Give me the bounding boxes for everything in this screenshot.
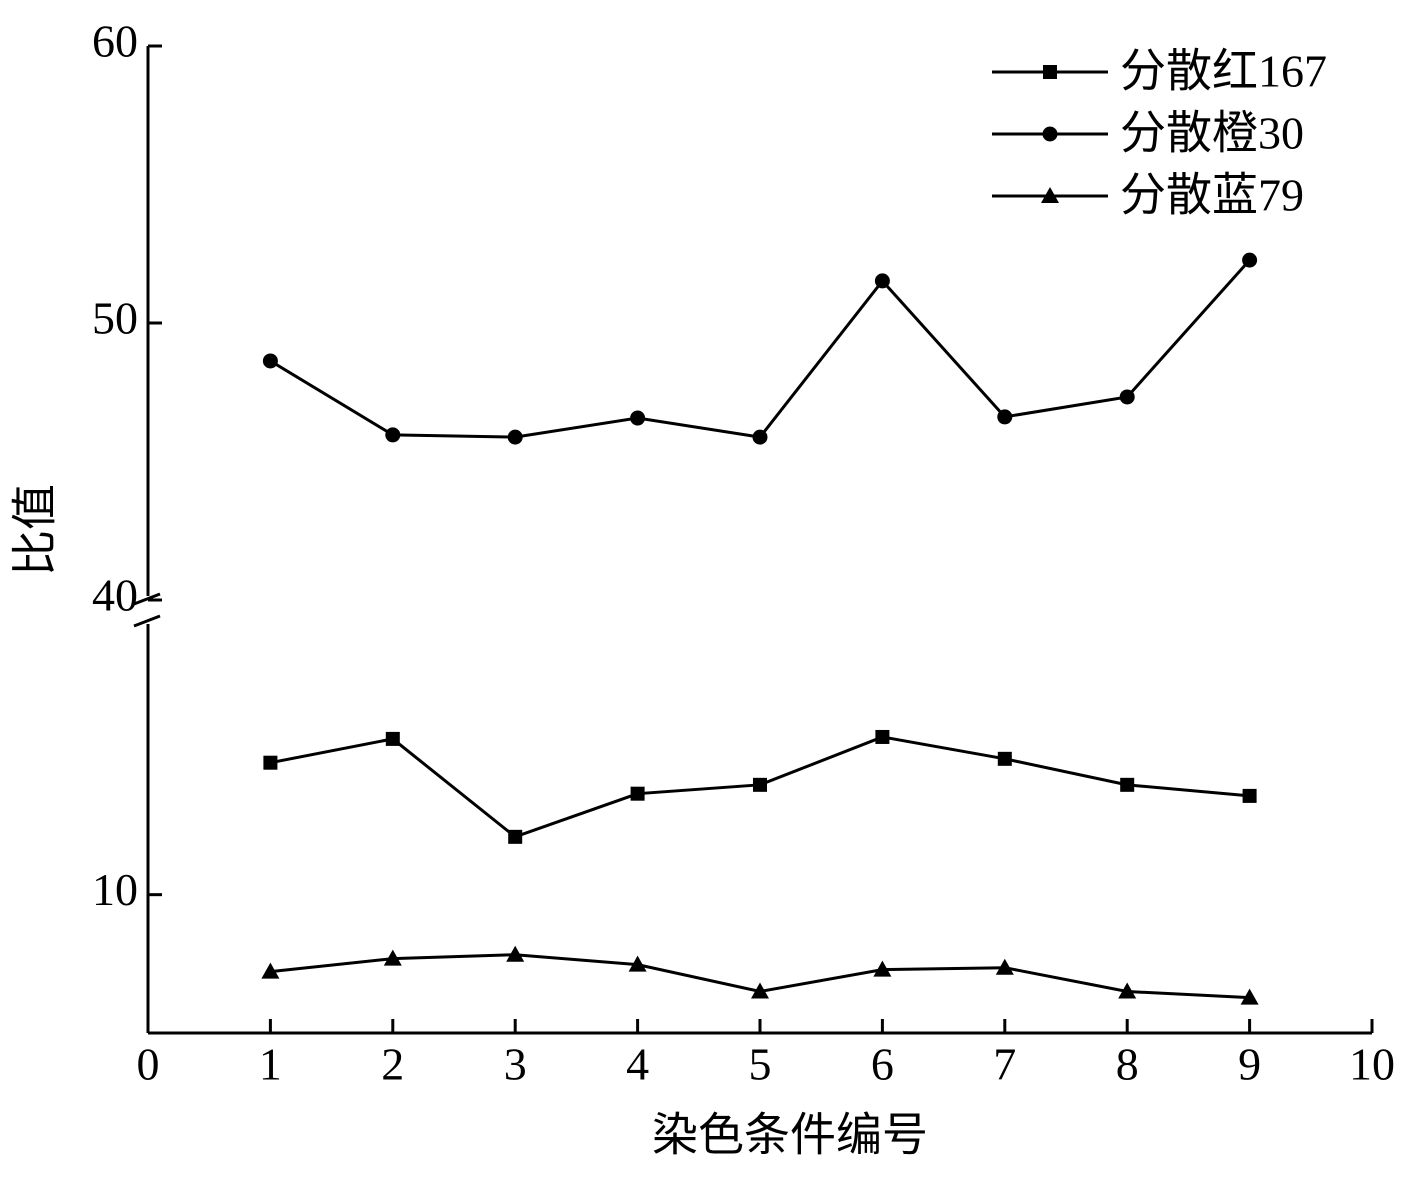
- data-point: [752, 429, 768, 445]
- y-axis-label: 比值: [10, 484, 61, 576]
- x-tick-label: 9: [1238, 1039, 1261, 1090]
- data-point: [385, 427, 401, 443]
- series-line: [269, 259, 1251, 439]
- data-point: [628, 955, 647, 972]
- data-point: [385, 731, 400, 746]
- y-tick-label: 10: [92, 864, 138, 915]
- data-point: [751, 982, 769, 999]
- data-point: [753, 777, 767, 792]
- x-tick-label: 2: [381, 1039, 404, 1090]
- data-point: [875, 729, 890, 744]
- legend-label: 分散红167: [1120, 46, 1327, 97]
- data-point: [506, 945, 525, 962]
- data-point: [261, 962, 280, 979]
- axis-break: [133, 592, 161, 606]
- data-point: [997, 409, 1013, 425]
- x-tick-label: 6: [871, 1039, 894, 1090]
- legend-marker: [1043, 65, 1057, 79]
- data-point: [630, 786, 645, 801]
- x-tick-label: 1: [259, 1039, 282, 1090]
- data-point: [507, 429, 523, 445]
- x-tick-label: 7: [993, 1039, 1016, 1090]
- y-tick-label: 60: [92, 16, 138, 67]
- data-point: [1120, 777, 1135, 792]
- axis-break: [133, 614, 161, 628]
- data-point: [630, 410, 646, 426]
- data-point: [1242, 788, 1257, 803]
- x-tick-label: 10: [1349, 1039, 1395, 1090]
- data-point: [1242, 252, 1258, 268]
- data-point: [1118, 982, 1137, 999]
- data-point: [997, 751, 1012, 766]
- data-point: [263, 755, 278, 770]
- data-point: [1119, 389, 1135, 405]
- legend-marker: [1041, 187, 1059, 203]
- x-tick-label: 0: [137, 1039, 160, 1090]
- x-tick-label: 4: [626, 1039, 649, 1090]
- y-tick-label: 40: [92, 570, 138, 621]
- x-tick-label: 5: [749, 1039, 772, 1090]
- x-tick-label: 8: [1116, 1039, 1139, 1090]
- y-tick-label: 50: [92, 293, 138, 344]
- data-point: [383, 949, 402, 966]
- data-point: [508, 829, 523, 844]
- x-axis-label: 染色条件编号: [652, 1110, 928, 1161]
- legend-label: 分散橙30: [1120, 108, 1304, 159]
- legend-label: 分散蓝79: [1120, 170, 1304, 221]
- data-point: [262, 353, 278, 369]
- data-point: [995, 958, 1014, 975]
- data-point: [1240, 988, 1259, 1005]
- data-point: [874, 273, 890, 289]
- x-tick-label: 3: [504, 1039, 527, 1090]
- legend-marker: [1042, 126, 1058, 142]
- data-point: [873, 960, 892, 977]
